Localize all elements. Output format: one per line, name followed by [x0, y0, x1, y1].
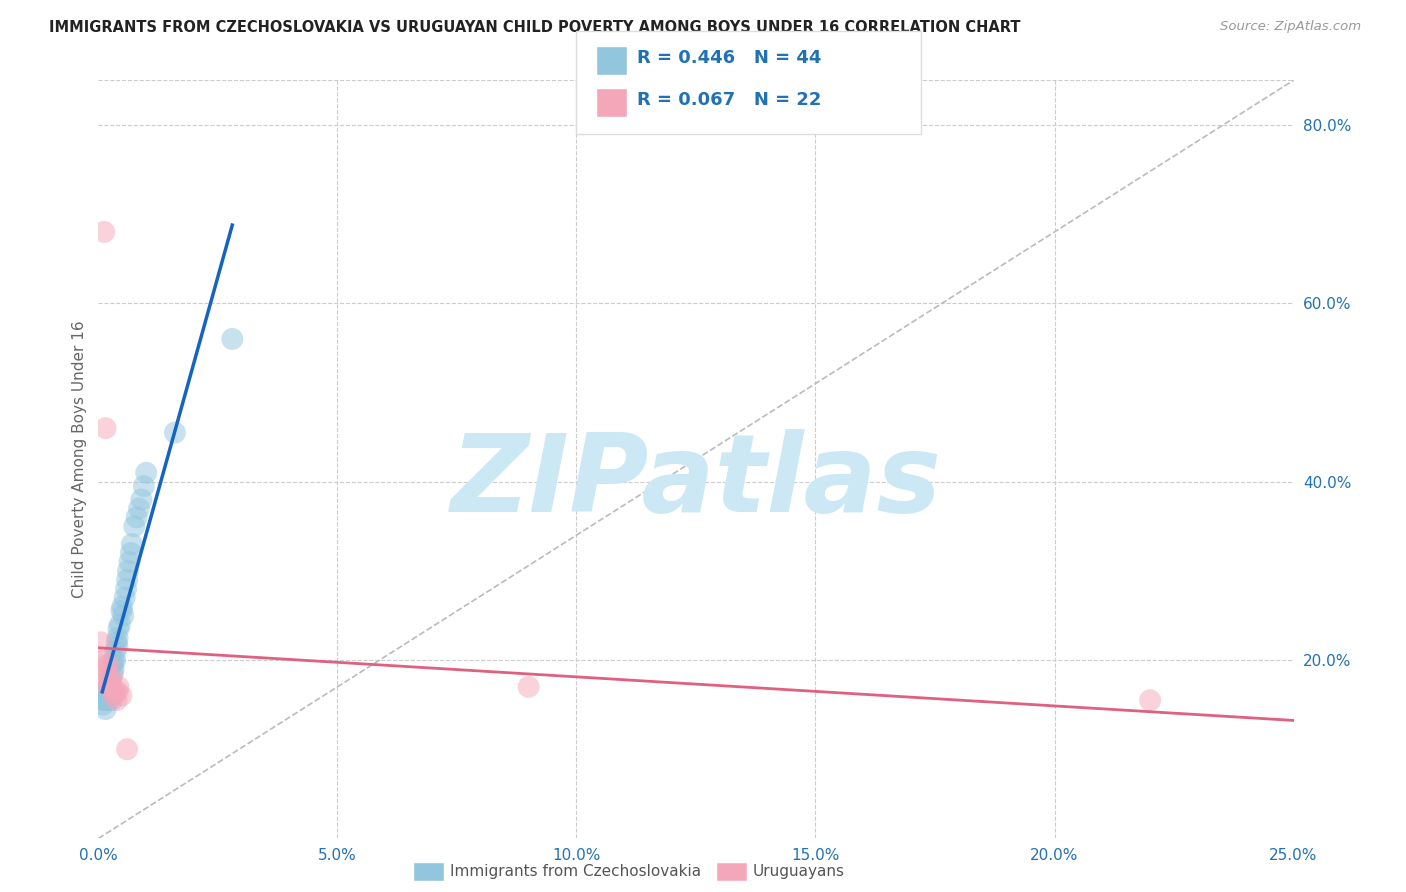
Text: Uruguayans: Uruguayans — [752, 864, 844, 879]
Point — [103, 662, 125, 676]
Point — [97, 675, 120, 690]
Point — [96, 684, 118, 698]
Point — [96, 693, 118, 707]
Y-axis label: Child Poverty Among Boys Under 16: Child Poverty Among Boys Under 16 — [72, 320, 87, 599]
Text: Immigrants from Czechoslovakia: Immigrants from Czechoslovakia — [450, 864, 702, 879]
Point — [103, 689, 125, 703]
Point — [108, 617, 131, 632]
Point — [97, 693, 120, 707]
Point — [135, 466, 157, 480]
Point — [107, 684, 129, 698]
Point — [105, 635, 128, 649]
Point — [94, 702, 117, 716]
Text: R = 0.067   N = 22: R = 0.067 N = 22 — [637, 91, 821, 109]
Point — [163, 425, 186, 440]
Point — [115, 582, 138, 596]
Point — [91, 693, 114, 707]
Point — [114, 591, 136, 605]
Point — [101, 684, 124, 698]
Point — [107, 640, 129, 654]
Point — [115, 742, 138, 756]
Point — [117, 564, 139, 578]
Point — [118, 555, 141, 569]
Point — [93, 689, 115, 703]
Point — [517, 680, 540, 694]
Point — [101, 693, 124, 707]
Point — [110, 689, 132, 703]
Point — [94, 671, 117, 685]
Point — [107, 631, 129, 645]
Point — [1139, 693, 1161, 707]
Point — [110, 604, 132, 618]
Point — [93, 225, 115, 239]
Point — [115, 573, 138, 587]
Point — [91, 653, 114, 667]
Point — [103, 653, 125, 667]
Point — [120, 546, 142, 560]
Point — [101, 666, 124, 681]
Point — [132, 479, 155, 493]
Point — [93, 675, 115, 690]
Point — [124, 519, 146, 533]
Point — [97, 689, 120, 703]
Point — [94, 693, 117, 707]
Text: ZIPatlas: ZIPatlas — [450, 429, 942, 535]
Point — [91, 657, 114, 672]
Point — [104, 684, 127, 698]
Point — [101, 671, 124, 685]
Point — [105, 693, 128, 707]
Point — [112, 608, 135, 623]
Point — [101, 689, 124, 703]
Point — [90, 635, 112, 649]
Point — [94, 421, 117, 435]
Point — [97, 680, 120, 694]
Point — [131, 492, 153, 507]
Point — [125, 510, 148, 524]
Text: R = 0.446   N = 44: R = 0.446 N = 44 — [637, 49, 821, 67]
Point — [221, 332, 243, 346]
Point — [104, 644, 127, 658]
Point — [96, 662, 118, 676]
Point — [104, 653, 127, 667]
Point — [97, 657, 120, 672]
Text: IMMIGRANTS FROM CZECHOSLOVAKIA VS URUGUAYAN CHILD POVERTY AMONG BOYS UNDER 16 CO: IMMIGRANTS FROM CZECHOSLOVAKIA VS URUGUA… — [49, 20, 1021, 35]
Point — [97, 680, 120, 694]
Point — [128, 501, 150, 516]
Point — [91, 698, 114, 712]
Point — [121, 537, 143, 551]
Point — [107, 622, 129, 636]
Point — [98, 684, 122, 698]
Point — [98, 675, 122, 690]
Point — [111, 599, 134, 614]
Text: Source: ZipAtlas.com: Source: ZipAtlas.com — [1220, 20, 1361, 33]
Point — [107, 680, 129, 694]
Point — [101, 657, 124, 672]
Point — [98, 671, 122, 685]
